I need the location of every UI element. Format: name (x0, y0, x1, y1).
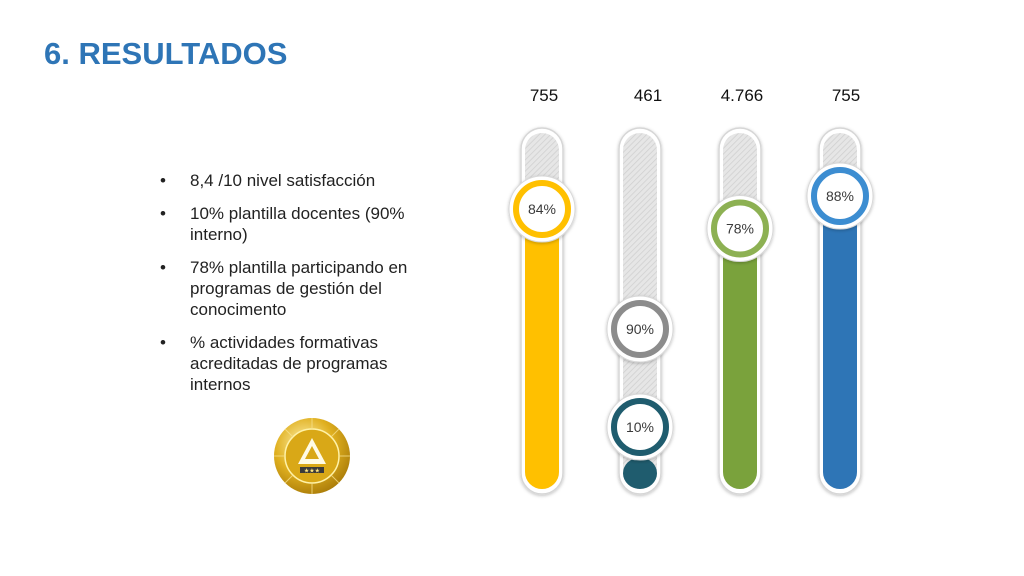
bar-count-label: 4.766 (720, 86, 764, 105)
bullet-item: 8,4 /10 nivel satisfacción (160, 170, 430, 191)
bullet-item: 10% plantilla docentes (90% interno) (160, 203, 430, 245)
marker-ring (811, 167, 869, 225)
marker-ring (711, 199, 769, 258)
bar-count-label: 755 (831, 86, 861, 105)
percentage-label: 10% (626, 419, 654, 435)
marker-ring (611, 398, 669, 456)
bar-fill (823, 204, 857, 489)
bar-count-label: 461 (633, 86, 663, 105)
percentage-label: 88% (826, 188, 854, 204)
marker-ring (513, 180, 571, 238)
bar-fill (723, 236, 757, 489)
percentage-label: 78% (726, 221, 754, 237)
page-title: 6. RESULTADOS (44, 36, 288, 71)
bullet-item: % actividades formativas acreditadas de … (160, 332, 430, 395)
marker-ring (611, 300, 669, 358)
percentage-label: 90% (626, 321, 654, 337)
bullet-item: 78% plantilla participando en programas … (160, 257, 430, 320)
gold-quality-seal-icon: ★★★ (274, 418, 350, 494)
bullet-list: 8,4 /10 nivel satisfacción 10% plantilla… (160, 170, 430, 407)
percentage-label: 84% (528, 201, 556, 217)
bar-fill (525, 217, 559, 489)
bar-fill (623, 457, 657, 489)
svg-text:★★★: ★★★ (304, 468, 320, 475)
bar-count-label: 755 (529, 86, 559, 105)
